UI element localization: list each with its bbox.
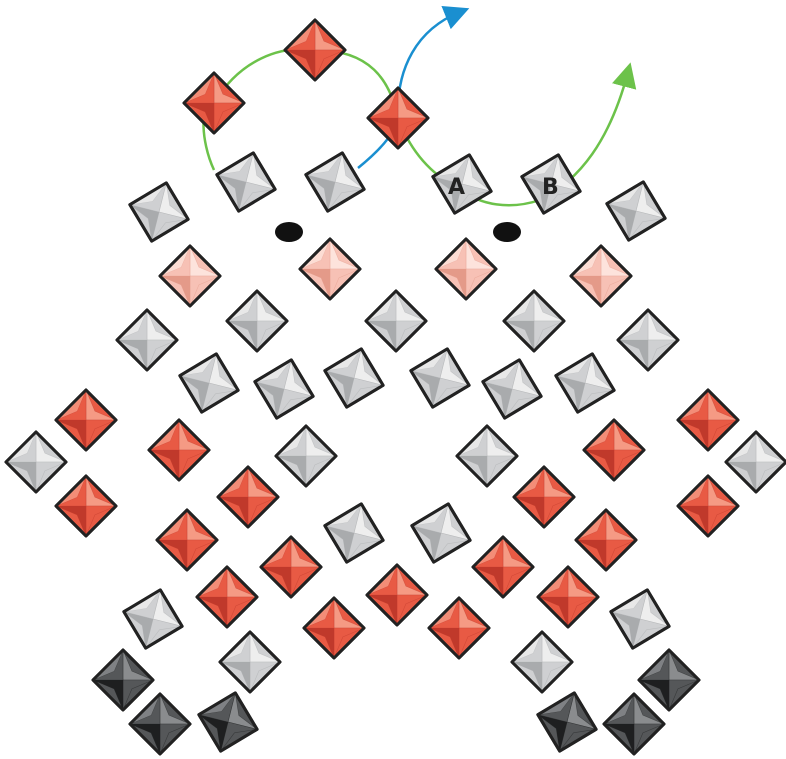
gray-bead — [274, 424, 338, 488]
gray-bead — [218, 630, 282, 694]
red-bead — [512, 465, 576, 529]
label-b: B — [542, 175, 559, 200]
red-bead — [302, 596, 366, 660]
red-bead — [259, 535, 323, 599]
black-bead — [128, 692, 192, 756]
red-bead — [54, 388, 118, 452]
gray-bead — [304, 151, 366, 213]
gray-bead — [502, 289, 566, 353]
gray-bead — [225, 289, 289, 353]
red-bead — [676, 474, 740, 538]
gray-bead — [364, 289, 428, 353]
gray-bead — [609, 588, 671, 650]
black-bead — [536, 691, 598, 753]
black-bead — [197, 691, 259, 753]
gray-bead — [178, 352, 240, 414]
spacer-bead — [275, 222, 303, 242]
gray-bead — [122, 588, 184, 650]
red-bead — [582, 418, 646, 482]
gray-bead — [616, 308, 680, 372]
pink-bead — [298, 237, 362, 301]
red-bead — [54, 474, 118, 538]
red-bead — [366, 86, 430, 150]
pink-bead — [569, 244, 633, 308]
gray-bead — [215, 151, 277, 213]
pink-bead — [158, 244, 222, 308]
black-bead — [602, 692, 666, 756]
bead-labels: A B — [448, 175, 559, 200]
gray-bead — [409, 347, 471, 409]
red-bead — [216, 465, 280, 529]
gray-bead — [4, 430, 68, 494]
gray-bead — [323, 502, 385, 564]
gray-bead — [115, 308, 179, 372]
gray-bead — [724, 430, 786, 494]
red-bead — [471, 535, 535, 599]
red-bead — [427, 596, 491, 660]
pink-bead — [434, 237, 498, 301]
gray-bead — [410, 502, 472, 564]
label-a: A — [448, 175, 465, 200]
black-bead — [637, 648, 701, 712]
red-bead — [147, 418, 211, 482]
gray-bead — [510, 630, 574, 694]
black-bead — [91, 648, 155, 712]
gray-bead — [431, 153, 493, 215]
gray-bead — [605, 180, 667, 242]
red-bead — [195, 565, 259, 629]
gray-bead — [481, 358, 543, 420]
gray-bead — [554, 352, 616, 414]
red-bead — [365, 563, 429, 627]
gray-bead — [323, 347, 385, 409]
gray-bead — [455, 424, 519, 488]
gray-bead — [520, 153, 582, 215]
red-bead — [676, 388, 740, 452]
blue-thread — [357, 5, 470, 169]
spacer-bead — [493, 222, 521, 242]
bead-grid — [4, 18, 786, 756]
red-bead — [155, 508, 219, 572]
gray-bead — [128, 181, 190, 243]
red-bead — [574, 508, 638, 572]
red-bead — [536, 565, 600, 629]
red-bead — [283, 18, 347, 82]
red-bead — [182, 71, 246, 135]
gray-bead — [253, 358, 315, 420]
